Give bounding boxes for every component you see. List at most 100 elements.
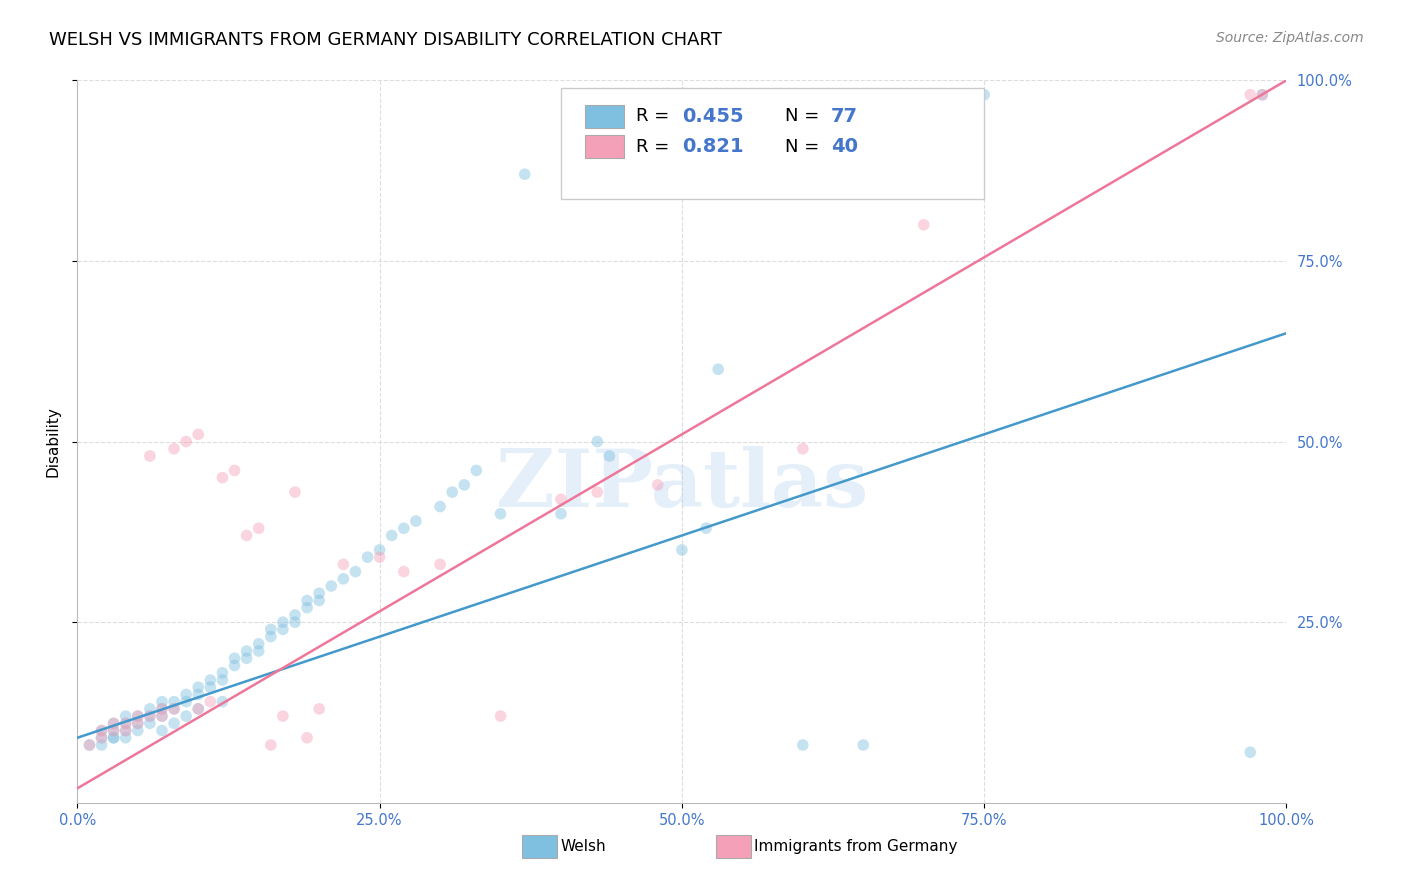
Point [103,716,125,731]
Point [211,695,233,709]
Point [224,651,246,665]
Point [139,709,162,723]
Point [200,680,222,694]
Text: Source: ZipAtlas.com: Source: ZipAtlas.com [1216,31,1364,45]
Point [127,709,149,723]
Point [163,716,186,731]
Point [103,731,125,745]
Point [79,738,101,752]
Point [453,478,475,492]
Point [308,586,330,600]
Point [344,565,367,579]
Point [235,644,257,658]
Point [150,695,173,709]
Point [114,731,136,745]
Point [550,507,572,521]
Point [1239,745,1261,759]
Point [586,434,609,449]
Point [429,500,451,514]
Point [308,702,330,716]
Point [150,709,173,723]
Point [103,723,125,738]
Point [114,723,136,738]
Point [79,738,101,752]
Point [127,723,149,738]
Text: R =: R = [636,137,669,156]
Point [260,738,283,752]
Point [332,558,354,572]
Point [163,702,186,716]
Point [441,485,464,500]
FancyBboxPatch shape [561,87,984,200]
Point [852,738,875,752]
Text: 0.821: 0.821 [682,137,744,156]
Point [707,362,730,376]
Point [295,593,318,607]
Point [90,731,112,745]
Point [150,702,173,716]
Point [90,723,112,738]
Point [174,709,197,723]
Point [114,709,136,723]
Point [224,658,246,673]
Point [103,716,125,731]
Point [586,485,609,500]
Text: N =: N = [785,137,818,156]
Point [103,731,125,745]
Point [187,687,209,701]
Point [187,427,209,442]
Point [139,449,162,463]
Point [127,716,149,731]
Point [163,695,186,709]
Point [912,218,935,232]
Point [187,702,209,716]
Text: R =: R = [636,107,669,126]
Point [284,607,307,622]
Point [163,442,186,456]
FancyBboxPatch shape [522,835,557,858]
FancyBboxPatch shape [716,835,751,858]
Point [211,673,233,687]
Point [174,695,197,709]
Point [271,615,294,630]
Point [513,167,536,181]
Point [284,485,307,500]
Point [174,434,197,449]
Text: 0.455: 0.455 [682,107,744,126]
Point [381,528,404,542]
Point [1251,87,1274,102]
Point [392,521,415,535]
Point [139,716,162,731]
Point [235,651,257,665]
Point [973,87,995,102]
Point [103,723,125,738]
Point [211,665,233,680]
Text: WELSH VS IMMIGRANTS FROM GERMANY DISABILITY CORRELATION CHART: WELSH VS IMMIGRANTS FROM GERMANY DISABIL… [49,31,723,49]
Point [200,673,222,687]
Point [224,463,246,477]
Point [295,600,318,615]
Point [368,542,391,557]
Point [598,449,620,463]
Point [200,695,222,709]
Point [211,470,233,484]
Point [247,521,270,535]
Point [150,723,173,738]
Point [405,514,427,528]
Text: ZIPatlas: ZIPatlas [496,446,868,524]
Point [489,709,512,723]
FancyBboxPatch shape [585,136,624,158]
Point [489,507,512,521]
Point [260,630,283,644]
Point [368,550,391,565]
Point [174,687,197,701]
Point [150,702,173,716]
Point [247,637,270,651]
Point [356,550,378,565]
Text: N =: N = [785,107,818,126]
Point [332,572,354,586]
Point [295,731,318,745]
Point [139,709,162,723]
Point [271,709,294,723]
Point [429,558,451,572]
